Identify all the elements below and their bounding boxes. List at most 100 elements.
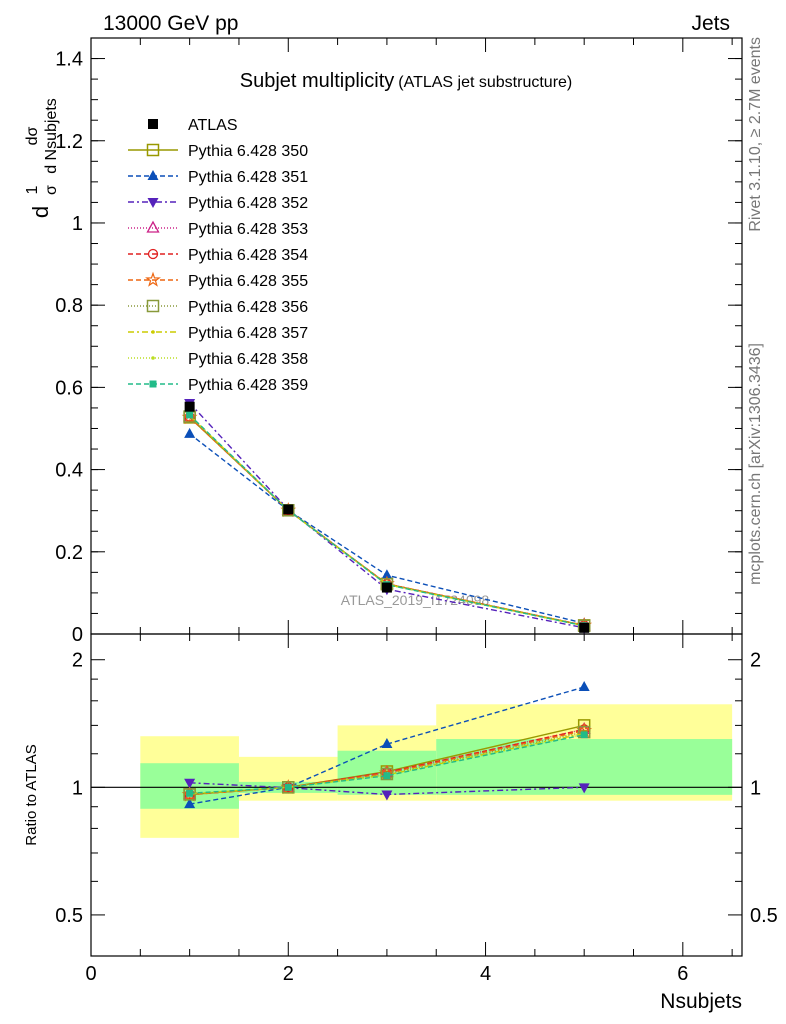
- legend-marker: [148, 119, 158, 129]
- ylabel-dvar: d Nsubjets: [43, 98, 60, 174]
- ratio-point-marker: [580, 731, 588, 739]
- y-tick-label: 0.6: [55, 377, 83, 399]
- y-tick-label: 0.4: [55, 460, 83, 482]
- atlas-point-marker: [184, 401, 195, 412]
- ratio-panel: 0.5 0.5 1 1 2 2 0 2 4 6: [55, 633, 778, 985]
- data-point-marker: [186, 411, 194, 419]
- legend-label: Pythia 6.428 358: [188, 351, 308, 368]
- ratio-y-tick-label-right: 2: [750, 650, 761, 672]
- ylabel-one: 1: [24, 185, 41, 194]
- header-left: 13000 GeV pp: [103, 12, 238, 35]
- rivet-label: Rivet 3.1.10, ≥ 2.7M events: [747, 37, 764, 232]
- y-tick-label: 1.4: [55, 49, 83, 71]
- ratio-series-line: [189, 734, 585, 794]
- legend-label: Pythia 6.428 352: [188, 195, 308, 212]
- legend-marker: [145, 271, 161, 287]
- uncertainty-band-outer: [238, 756, 338, 801]
- chart-title-sub: (ATLAS jet substructure): [398, 74, 572, 91]
- legend-label: ATLAS: [188, 117, 238, 134]
- y-tick-label: 0.2: [55, 542, 83, 564]
- legend-label: Pythia 6.428 355: [188, 273, 308, 290]
- header-right: Jets: [691, 12, 730, 35]
- ratio-y-tick-label: 2: [72, 650, 83, 672]
- atlas-point-marker: [283, 504, 294, 515]
- ratio-y-tick-label: 1: [72, 777, 83, 799]
- ylabel-dsigma: dσ: [24, 126, 41, 145]
- ratio-series-pythia-6-428-359: [186, 731, 588, 797]
- legend: ATLAS Pythia 6.428 350 Pythia 6.428 351 Pyt…: [128, 117, 308, 394]
- ratio-y-tick-label-right: 1: [750, 777, 761, 799]
- ratio-series-line: [189, 782, 585, 796]
- ratio-series-line: [189, 730, 585, 796]
- y-tick-label: 0.8: [55, 295, 83, 317]
- legend-label: Pythia 6.428 351: [188, 169, 308, 186]
- chart-title: Subjet multiplicity (ATLAS jet substructu…: [240, 70, 573, 92]
- series-line: [189, 416, 585, 627]
- data-point-marker: [381, 569, 393, 580]
- legend-entry: Pythia 6.428 355: [128, 271, 308, 290]
- legend-entry: Pythia 6.428 359: [128, 377, 308, 394]
- legend-marker: [146, 220, 160, 233]
- legend-entry: ATLAS: [148, 117, 238, 134]
- mcplots-label: mcplots.cern.ch [arXiv:1306.3436]: [747, 343, 764, 585]
- series-atlas-data: [184, 401, 590, 633]
- legend-label: Pythia 6.428 359: [188, 377, 308, 394]
- legend-marker: [151, 330, 155, 334]
- main-ylabel: d 1 σ dσ d Nsubjets: [24, 98, 60, 218]
- ratio-xlabel: Nsubjets: [660, 990, 742, 1013]
- ratio-point-marker: [381, 738, 393, 749]
- legend-entry: Pythia 6.428 357: [128, 325, 308, 342]
- x-tick-label: 6: [677, 963, 688, 985]
- ratio-y-tick-label: 0.5: [55, 905, 83, 927]
- legend-label: Pythia 6.428 350: [188, 143, 308, 160]
- ratio-point-marker: [183, 788, 196, 801]
- x-tick-label: 2: [283, 963, 294, 985]
- legend-entry: Pythia 6.428 351: [128, 169, 308, 186]
- legend-marker: [146, 299, 160, 313]
- ylabel-sigma: σ: [43, 185, 60, 195]
- legend-marker: [149, 380, 157, 388]
- ratio-point-marker: [184, 778, 196, 789]
- watermark: ATLAS_2019_I1724098: [341, 592, 490, 608]
- ratio-point-marker: [284, 783, 292, 791]
- ratio-point-marker: [383, 772, 391, 780]
- y-tick-label: 1: [72, 213, 83, 235]
- legend-marker: [151, 356, 155, 360]
- series-line: [189, 414, 585, 627]
- legend-entry: Pythia 6.428 352: [128, 195, 308, 212]
- data-point-marker: [184, 427, 196, 438]
- ylabel-d: d: [28, 206, 53, 218]
- x-tick-label: 4: [480, 963, 491, 985]
- y-tick-label: 1.2: [55, 131, 83, 153]
- legend-label: Pythia 6.428 357: [188, 325, 308, 342]
- main-panel: 0 0.2 0.4 0.6 0.8 1 1.2 1.4: [55, 37, 743, 646]
- data-point-marker: [181, 409, 198, 425]
- legend-entry: Pythia 6.428 353: [128, 220, 308, 238]
- atlas-point-marker: [579, 622, 590, 633]
- legend-label: Pythia 6.428 356: [188, 299, 308, 316]
- atlas-point-marker: [381, 582, 392, 593]
- legend-label: Pythia 6.428 354: [188, 247, 308, 264]
- series-line: [189, 414, 585, 627]
- series-line: [189, 433, 585, 624]
- ratio-point-marker: [184, 798, 196, 809]
- legend-marker: [147, 248, 159, 260]
- x-tick-label: 0: [85, 963, 96, 985]
- ratio-series-line: [189, 732, 585, 795]
- legend-entry: Pythia 6.428 350: [128, 143, 308, 160]
- legend-marker: [146, 143, 160, 157]
- ratio-point-marker: [578, 680, 590, 691]
- legend-marker: [147, 198, 159, 208]
- series-line: [189, 402, 585, 629]
- legend-entry: Pythia 6.428 356: [128, 299, 308, 316]
- chart-title-main: Subjet multiplicity: [240, 70, 395, 92]
- ratio-point-marker: [381, 790, 393, 801]
- ratio-ylabel: Ratio to ATLAS: [23, 744, 40, 845]
- legend-label: Pythia 6.428 353: [188, 221, 308, 238]
- ratio-point-marker: [578, 783, 590, 794]
- legend-entry: Pythia 6.428 354: [128, 247, 308, 264]
- legend-marker: [147, 170, 159, 180]
- ratio-point-marker: [186, 789, 194, 797]
- ratio-series-line: [189, 686, 585, 805]
